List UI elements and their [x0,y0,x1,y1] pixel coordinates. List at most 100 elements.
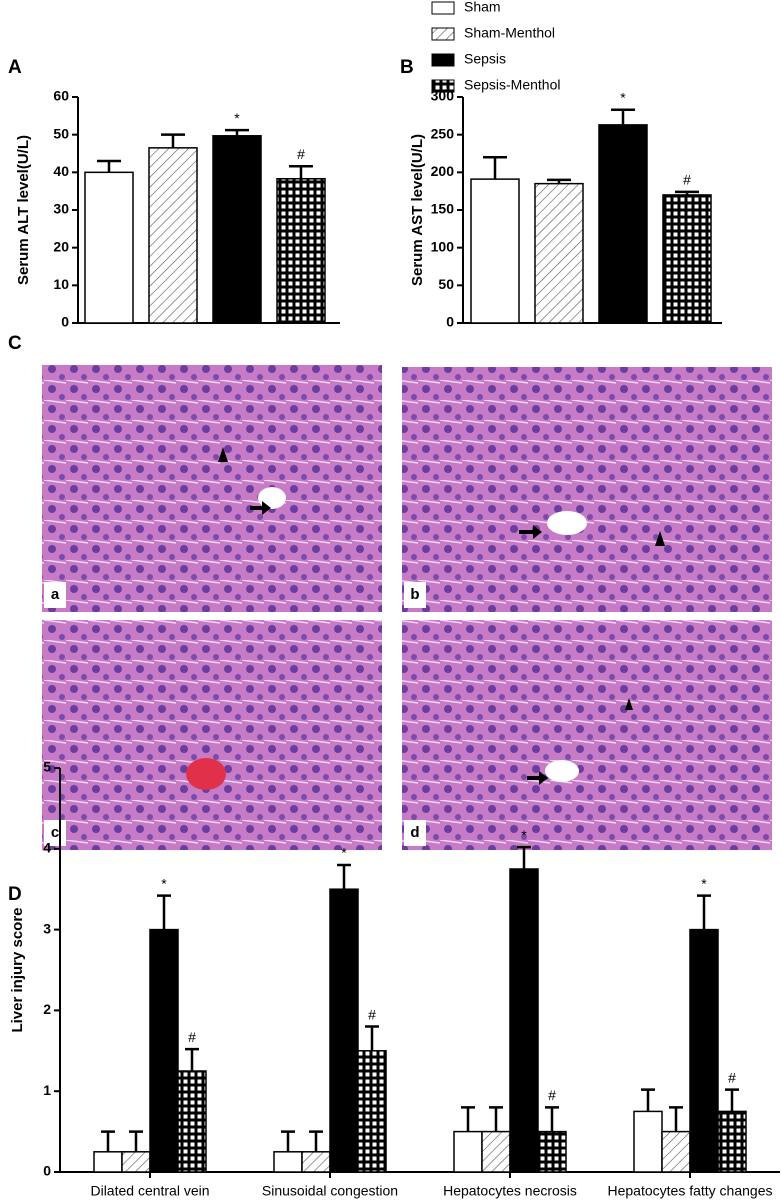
bar [149,928,179,1173]
legend-swatch [431,1,455,15]
bar [276,177,326,324]
arrowhead [625,698,633,710]
error-bar [129,1130,143,1152]
bar [598,124,648,324]
panel-label: C [8,333,22,354]
image-label: c [51,824,59,841]
legend-swatch [431,27,455,41]
y-axis-label: Serum ALT level(U/L) [15,135,32,285]
bar [481,1130,511,1173]
y-tick-label: 100 [431,238,455,254]
y-tick-label: 5 [43,759,51,775]
arrowhead [218,447,228,462]
y-tick-label: 30 [53,201,69,217]
legend-label: Sepsis [464,51,506,67]
error-bar [309,1130,323,1152]
x-tick-label: Dilated central vein [90,1183,209,1199]
histology-image [42,620,382,850]
error-bar [547,178,571,184]
vein [545,760,579,782]
error-bar [157,894,171,930]
y-tick-label: 20 [53,238,69,254]
bar [689,928,719,1173]
y-tick-label: 0 [61,314,69,330]
x-tick-label: Sinusoidal congestion [262,1183,398,1199]
y-tick-label: 250 [431,125,455,141]
error-bar [461,1106,475,1132]
bar [121,1151,151,1173]
error-bar [675,190,699,195]
significance-mark: # [548,1087,556,1103]
bar [633,1110,663,1173]
histology-image [402,620,772,850]
y-tick-label: 300 [431,88,455,104]
legend-label: Sham-Menthol [464,25,555,41]
error-bar [289,165,313,179]
error-bar [483,156,507,180]
bar [301,1151,331,1173]
significance-mark: # [188,1029,196,1045]
error-bar [611,108,635,125]
error-bar [337,863,351,890]
bar [212,135,262,324]
error-bar [545,1106,559,1132]
y-tick-label: 1 [43,1082,51,1098]
error-bar [185,1047,199,1071]
error-bar [725,1088,739,1112]
panel-label: B [400,57,414,78]
significance-mark: # [368,1006,376,1022]
histology-image [402,367,772,612]
error-bar [489,1106,503,1132]
error-bar [101,1130,115,1152]
bar [662,194,712,324]
label-box [44,582,66,608]
bar [148,147,198,324]
y-tick-label: 60 [53,88,69,104]
x-tick-label: Hepatocytes necrosis [443,1183,577,1199]
y-tick-label: 150 [431,201,455,217]
significance-mark: # [728,1069,736,1085]
legend-swatch [431,53,455,67]
bar [661,1130,691,1173]
legend-swatch [431,79,455,93]
error-bar [161,133,185,148]
legend-label: Sepsis-Menthol [464,77,561,93]
significance-mark: * [341,845,347,861]
significance-mark: * [701,875,707,891]
y-tick-label: 50 [438,276,454,292]
y-tick-label: 2 [43,1001,51,1017]
bar [273,1151,303,1173]
bar [470,178,520,324]
image-label: b [410,586,419,603]
bar [329,888,359,1173]
y-tick-label: 3 [43,920,51,936]
legend-label: Sham [464,0,501,15]
y-tick-label: 40 [53,163,69,179]
significance-mark: * [620,90,626,106]
arrow [250,501,271,515]
error-bar [517,845,531,869]
bar [177,1070,207,1173]
y-tick-label: 4 [43,840,51,856]
error-bar [697,894,711,930]
bar [84,171,134,324]
error-bar [641,1088,655,1112]
bar [509,868,539,1173]
histology-image [42,365,382,612]
error-bar [225,128,249,136]
bar [717,1110,747,1173]
error-bar [365,1025,379,1051]
y-tick-label: 0 [446,314,454,330]
x-tick-label: Hepatocytes fatty changes [608,1183,773,1199]
error-bar [97,159,121,173]
label-box [404,582,426,608]
image-label: d [410,824,419,841]
bar [93,1151,123,1173]
image-label: a [51,586,60,603]
histology-panel: C a b c d [8,333,772,850]
significance-mark: * [161,875,167,891]
bar [357,1050,387,1173]
arrow [527,771,548,785]
